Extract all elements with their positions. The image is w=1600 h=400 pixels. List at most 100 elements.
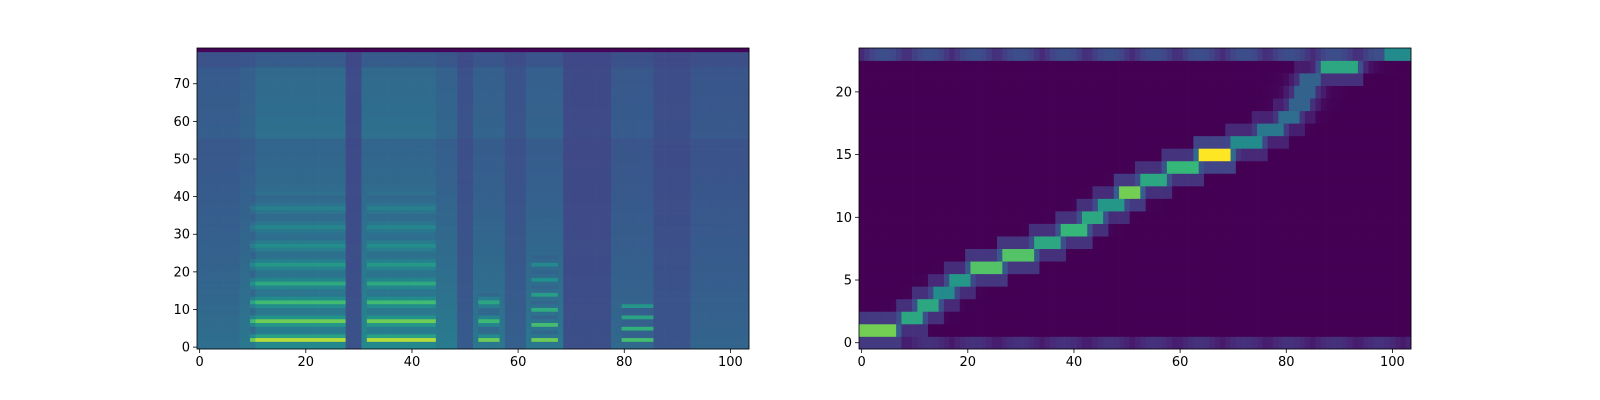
- heatmap-cell: [212, 254, 219, 260]
- heatmap-cell: [292, 258, 299, 263]
- heatmap-cell: [446, 198, 453, 203]
- heatmap-cell: [658, 183, 665, 188]
- heatmap-cell: [361, 269, 368, 275]
- heatmap-cell: [488, 217, 495, 222]
- heatmap-cell: [685, 187, 691, 192]
- heatmap-cell: [563, 292, 569, 297]
- heatmap-cell: [664, 175, 670, 181]
- heatmap-cell: [435, 190, 442, 196]
- heatmap-cell: [653, 281, 660, 286]
- heatmap-cell: [478, 262, 484, 267]
- heatmap-cell: [462, 296, 469, 301]
- heatmap-cell: [488, 330, 495, 335]
- heatmap-cell: [350, 273, 357, 278]
- heatmap-cell: [494, 206, 500, 211]
- heatmap-cell: [722, 269, 729, 275]
- heatmap-cell: [478, 243, 484, 248]
- heatmap-cell: [335, 300, 341, 305]
- heatmap-cell: [244, 341, 251, 346]
- heatmap-cell: [287, 345, 293, 350]
- heatmap-cell: [690, 243, 697, 248]
- heatmap-cell: [531, 326, 538, 331]
- heatmap-cell: [441, 239, 447, 244]
- heatmap-cell: [706, 318, 713, 324]
- heatmap-cell: [520, 168, 527, 173]
- heatmap-cell: [430, 168, 437, 173]
- heatmap-cell: [722, 251, 729, 256]
- heatmap-cell: [308, 315, 315, 320]
- heatmap-cell: [409, 288, 415, 293]
- heatmap-cell: [377, 232, 384, 237]
- heatmap-cell: [642, 326, 649, 331]
- heatmap-cell: [340, 288, 346, 293]
- heatmap-cell: [584, 179, 591, 184]
- heatmap-cell: [414, 285, 421, 290]
- heatmap-cell: [303, 217, 309, 222]
- heatmap-cell: [345, 303, 352, 308]
- heatmap-cell: [197, 273, 203, 278]
- heatmap-cell: [366, 273, 373, 278]
- heatmap-cell: [404, 236, 410, 241]
- heatmap-cell: [197, 236, 203, 241]
- heatmap-cell: [345, 172, 352, 177]
- heatmap-cell: [430, 209, 437, 214]
- heatmap-cell: [664, 330, 670, 335]
- heatmap-cell: [350, 292, 357, 297]
- heatmap-cell: [250, 236, 256, 241]
- heatmap-cell: [409, 345, 415, 350]
- heatmap-cell: [664, 183, 670, 188]
- heatmap-cell: [717, 179, 723, 184]
- heatmap-cell: [393, 337, 400, 342]
- heatmap-cell: [255, 236, 262, 241]
- heatmap-cell: [626, 300, 633, 305]
- heatmap-cell: [611, 243, 617, 248]
- heatmap-cell: [658, 172, 665, 177]
- heatmap-cell: [393, 190, 400, 196]
- heatmap-cell: [680, 168, 686, 173]
- heatmap-cell: [727, 262, 734, 267]
- heatmap-cell: [722, 315, 729, 320]
- heatmap-cell: [234, 303, 240, 308]
- heatmap-cell: [239, 345, 246, 350]
- heatmap-cell: [642, 254, 649, 260]
- heatmap-cell: [303, 266, 309, 271]
- heatmap-cell: [478, 168, 484, 173]
- heatmap-cell: [557, 213, 564, 218]
- heatmap-cell: [733, 269, 739, 275]
- heatmap-cell: [727, 330, 734, 335]
- heatmap-cell: [488, 303, 495, 308]
- heatmap-cell: [425, 213, 431, 218]
- heatmap-cell: [701, 273, 707, 278]
- heatmap-cell: [595, 179, 601, 184]
- heatmap-cell: [557, 175, 564, 181]
- heatmap-cell: [685, 224, 691, 229]
- heatmap-cell: [266, 198, 272, 203]
- heatmap-cell: [632, 318, 638, 324]
- heatmap-cell: [250, 243, 256, 248]
- heatmap-cell: [419, 190, 426, 196]
- heatmap-cell: [356, 202, 362, 207]
- heatmap-cell: [271, 236, 277, 241]
- heatmap-cell: [234, 202, 240, 207]
- heatmap-cell: [563, 330, 569, 335]
- heatmap-cell: [356, 296, 362, 301]
- heatmap-cell: [584, 236, 591, 241]
- heatmap-cell: [239, 292, 246, 297]
- heatmap-cell: [504, 213, 511, 218]
- heatmap-cell: [589, 292, 596, 297]
- heatmap-cell: [626, 318, 633, 324]
- heatmap-cell: [308, 179, 315, 184]
- heatmap-cell: [377, 333, 384, 339]
- heatmap-cell: [520, 209, 527, 214]
- heatmap-cell: [271, 269, 277, 275]
- heatmap-cell: [685, 315, 691, 320]
- heatmap-cell: [356, 228, 362, 233]
- heatmap-cell: [733, 217, 739, 222]
- heatmap-cell: [218, 307, 224, 312]
- heatmap-cell: [488, 179, 495, 184]
- heatmap-cell: [388, 277, 394, 282]
- heatmap-cell: [733, 262, 739, 267]
- heatmap-cell: [595, 187, 601, 192]
- heatmap-cell: [281, 269, 288, 275]
- heatmap-cell: [271, 209, 277, 214]
